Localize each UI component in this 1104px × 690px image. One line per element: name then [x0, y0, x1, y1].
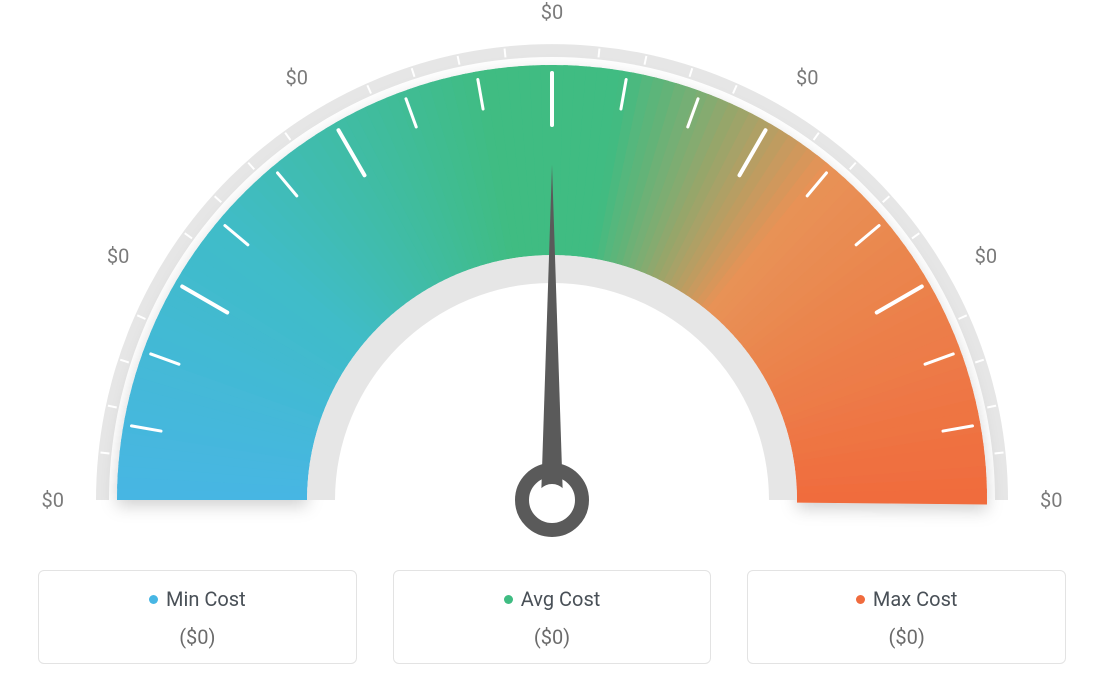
- legend-dot-icon: [856, 595, 865, 604]
- gauge-chart: $0 $0 $0 $0 $0 $0 $0: [0, 0, 1104, 570]
- legend-row: Min Cost ($0) Avg Cost ($0) Max Cost ($0): [0, 570, 1104, 664]
- gauge-svg: $0 $0 $0 $0 $0 $0 $0: [0, 0, 1104, 570]
- gauge-tick-label: $0: [975, 244, 997, 268]
- legend-card-1: Avg Cost ($0): [393, 570, 712, 664]
- legend-dot-icon: [149, 595, 158, 604]
- legend-value: ($0): [49, 625, 346, 649]
- gauge-tick-label: $0: [286, 65, 308, 89]
- legend-dot-icon: [504, 595, 513, 604]
- legend-title: Min Cost: [149, 587, 246, 611]
- gauge-tick-label: $0: [42, 488, 64, 512]
- legend-label: Avg Cost: [521, 587, 601, 611]
- gauge-tick-label: $0: [541, 0, 563, 24]
- legend-label: Min Cost: [166, 587, 246, 611]
- gauge-needle-hub-inner: [536, 484, 568, 516]
- legend-card-2: Max Cost ($0): [747, 570, 1066, 664]
- legend-title: Avg Cost: [504, 587, 601, 611]
- legend-value: ($0): [758, 625, 1055, 649]
- legend-label: Max Cost: [873, 587, 958, 611]
- legend-title: Max Cost: [856, 587, 958, 611]
- gauge-tick-label: $0: [1040, 488, 1062, 512]
- legend-value: ($0): [404, 625, 701, 649]
- gauge-tick-label: $0: [796, 65, 818, 89]
- legend-card-0: Min Cost ($0): [38, 570, 357, 664]
- gauge-tick-label: $0: [107, 244, 129, 268]
